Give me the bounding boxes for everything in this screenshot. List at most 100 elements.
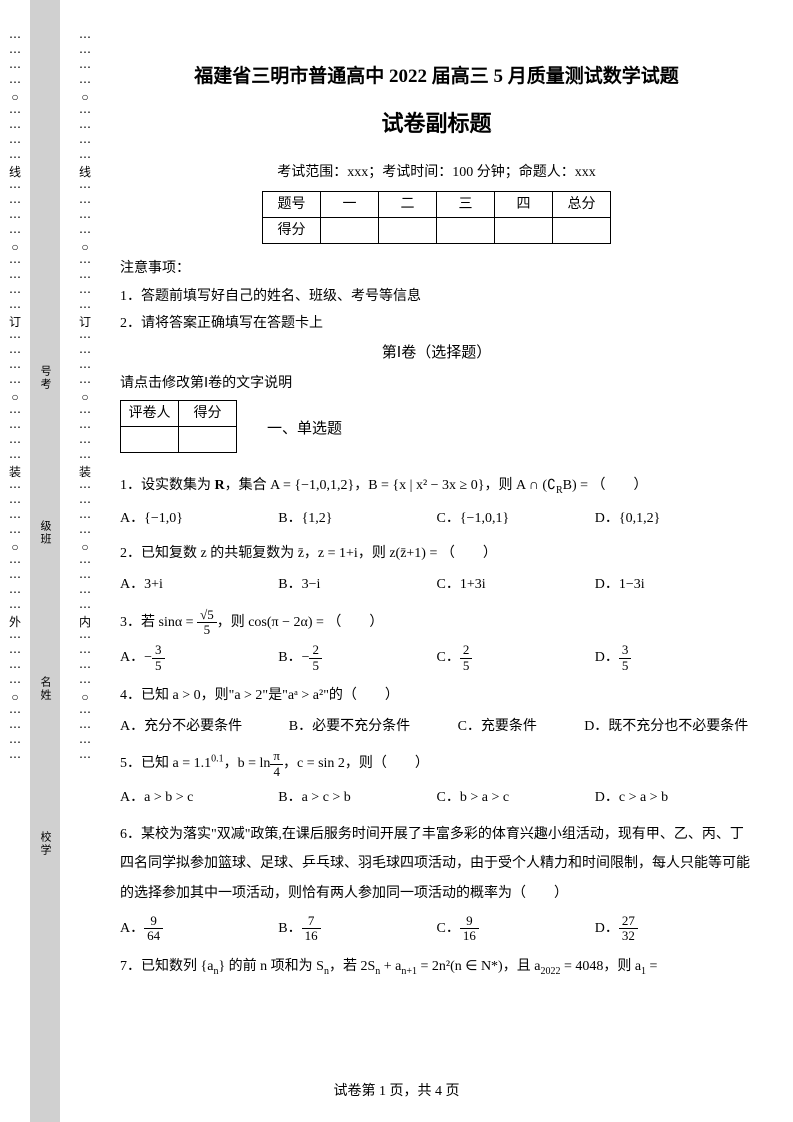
vlabel-exam-no: 号考 bbox=[37, 365, 53, 391]
option-b: B．必要不充分条件 bbox=[289, 714, 458, 739]
margin-mark: ⋯ bbox=[9, 570, 21, 585]
gap bbox=[60, 0, 70, 1122]
margin-mark: 线 bbox=[79, 165, 91, 180]
exam-title: 福建省三明市普通高中 2022 届高三 5 月质量测试数学试题 bbox=[120, 60, 753, 94]
margin-mark: ⋯ bbox=[79, 600, 91, 615]
vlabel-class: 级班 bbox=[37, 520, 53, 546]
margin-mark: 订 bbox=[79, 315, 91, 330]
cell-empty bbox=[437, 218, 495, 244]
margin-mark: ⋯ bbox=[79, 225, 91, 240]
margin-mark: ○ bbox=[11, 240, 18, 255]
vlabel-name: 名姓 bbox=[37, 676, 53, 702]
table-row: 评卷人 得分 bbox=[121, 401, 237, 427]
margin-mark: ⋯ bbox=[79, 585, 91, 600]
option-a: A．{−1,0} bbox=[120, 506, 278, 531]
margin-mark: ⋯ bbox=[9, 630, 21, 645]
margin-mark: 订 bbox=[9, 315, 21, 330]
q5-options: A．a > b > c B．a > c > b C．b > a > c D．c … bbox=[120, 785, 753, 810]
margin-mark: ⋯ bbox=[79, 720, 91, 735]
table-row: 得分 bbox=[263, 218, 611, 244]
margin-mark: ⋯ bbox=[9, 600, 21, 615]
margin-mark: ⋯ bbox=[9, 720, 21, 735]
option-c: C．充要条件 bbox=[458, 714, 585, 739]
margin-mark: ⋯ bbox=[9, 735, 21, 750]
margin-mark: ⋯ bbox=[79, 675, 91, 690]
q2-options: A．3+i B．3−i C．1+3i D．1−3i bbox=[120, 572, 753, 597]
margin-mark: ⋯ bbox=[79, 450, 91, 465]
cell-empty bbox=[321, 218, 379, 244]
margin-mark: ⋯ bbox=[9, 585, 21, 600]
option-d: D．{0,1,2} bbox=[595, 506, 753, 531]
col-header: 三 bbox=[437, 191, 495, 217]
margin-mark: ⋯ bbox=[79, 30, 91, 45]
page-footer: 试卷第 1 页，共 4 页 bbox=[0, 1080, 793, 1100]
margin-mark: ⋯ bbox=[9, 105, 21, 120]
section-label: 一、单选题 bbox=[267, 416, 342, 443]
margin-mark: ⋯ bbox=[79, 360, 91, 375]
margin-mark: ⋯ bbox=[79, 105, 91, 120]
cell-empty bbox=[379, 218, 437, 244]
option-b: B．−25 bbox=[278, 643, 436, 673]
margin-mark: ⋯ bbox=[9, 705, 21, 720]
q1-options: A．{−1,0} B．{1,2} C．{−1,0,1} D．{0,1,2} bbox=[120, 506, 753, 531]
grader-header: 得分 bbox=[179, 401, 237, 427]
question-1: 1．设实数集为 R，集合 A = {−1,0,1,2}，B = {x | x² … bbox=[120, 473, 753, 500]
margin-mark: ⋯ bbox=[9, 225, 21, 240]
notes-item: 1．答题前填写好自己的姓名、班级、考号等信息 bbox=[120, 284, 753, 309]
margin-mark: ⋯ bbox=[79, 345, 91, 360]
margin-mark: ⋯ bbox=[9, 645, 21, 660]
margin-mark: ⋯ bbox=[79, 75, 91, 90]
margin-mark: ⋯ bbox=[9, 285, 21, 300]
margin-mark: ⋯ bbox=[79, 435, 91, 450]
binding-column: 号考 级班 名姓 校学 bbox=[30, 0, 60, 1122]
margin-mark: ⋯ bbox=[9, 150, 21, 165]
left-inner-margin: ⋯⋯⋯⋯○⋯⋯⋯⋯线⋯⋯⋯⋯○⋯⋯⋯⋯订⋯⋯⋯⋯○⋯⋯⋯⋯装⋯⋯⋯⋯○⋯⋯⋯⋯内… bbox=[70, 0, 100, 1122]
margin-mark: ⋯ bbox=[79, 210, 91, 225]
option-d: D．既不充分也不必要条件 bbox=[584, 714, 753, 739]
margin-mark: ⋯ bbox=[9, 660, 21, 675]
main-content: 福建省三明市普通高中 2022 届高三 5 月质量测试数学试题 试卷副标题 考试… bbox=[100, 0, 793, 1122]
margin-mark: ⋯ bbox=[79, 420, 91, 435]
question-3: 3．若 sinα = √55，则 cos(π − 2α) = （ ） bbox=[120, 608, 753, 638]
margin-mark: ⋯ bbox=[79, 735, 91, 750]
col-header: 一 bbox=[321, 191, 379, 217]
margin-mark: ⋯ bbox=[79, 750, 91, 765]
option-d: D．35 bbox=[595, 643, 753, 673]
margin-mark: 装 bbox=[9, 465, 21, 480]
margin-mark: ⋯ bbox=[79, 630, 91, 645]
question-4: 4．已知 a > 0，则"a > 2"是"aᵃ > a²"的（ ） bbox=[120, 683, 753, 708]
margin-mark: ○ bbox=[81, 690, 88, 705]
margin-mark: ⋯ bbox=[9, 420, 21, 435]
margin-mark: ⋯ bbox=[79, 375, 91, 390]
notes-item: 2．请将答案正确填写在答题卡上 bbox=[120, 311, 753, 336]
option-c: C．916 bbox=[437, 914, 595, 944]
margin-mark: ⋯ bbox=[9, 60, 21, 75]
table-row: 题号 一 二 三 四 总分 bbox=[263, 191, 611, 217]
juan-header: 第Ⅰ卷（选择题） bbox=[120, 340, 753, 367]
margin-mark: ⋯ bbox=[79, 135, 91, 150]
option-a: A．964 bbox=[120, 914, 278, 944]
col-header: 四 bbox=[495, 191, 553, 217]
margin-mark: ⋯ bbox=[79, 705, 91, 720]
col-header: 题号 bbox=[263, 191, 321, 217]
cell-empty bbox=[121, 427, 179, 453]
margin-mark: ⋯ bbox=[9, 360, 21, 375]
option-c: C．{−1,0,1} bbox=[437, 506, 595, 531]
row-label: 得分 bbox=[263, 218, 321, 244]
grader-header: 评卷人 bbox=[121, 401, 179, 427]
option-b: B．a > c > b bbox=[278, 785, 436, 810]
margin-mark: ⋯ bbox=[79, 570, 91, 585]
margin-mark: ⋯ bbox=[9, 120, 21, 135]
margin-mark: ⋯ bbox=[79, 255, 91, 270]
margin-mark: ⋯ bbox=[79, 495, 91, 510]
margin-mark: ⋯ bbox=[9, 180, 21, 195]
left-outer-margin: ⋯⋯⋯⋯○⋯⋯⋯⋯线⋯⋯⋯⋯○⋯⋯⋯⋯订⋯⋯⋯⋯○⋯⋯⋯⋯装⋯⋯⋯⋯○⋯⋯⋯⋯外… bbox=[0, 0, 30, 1122]
margin-mark: ⋯ bbox=[79, 405, 91, 420]
grader-row: 评卷人 得分 一、单选题 bbox=[120, 396, 753, 463]
option-b: B．{1,2} bbox=[278, 506, 436, 531]
exam-page: ⋯⋯⋯⋯○⋯⋯⋯⋯线⋯⋯⋯⋯○⋯⋯⋯⋯订⋯⋯⋯⋯○⋯⋯⋯⋯装⋯⋯⋯⋯○⋯⋯⋯⋯外… bbox=[0, 0, 793, 1122]
margin-mark: ⋯ bbox=[9, 195, 21, 210]
score-table: 题号 一 二 三 四 总分 得分 bbox=[262, 191, 611, 244]
margin-mark: ○ bbox=[11, 90, 18, 105]
margin-mark: ⋯ bbox=[79, 645, 91, 660]
